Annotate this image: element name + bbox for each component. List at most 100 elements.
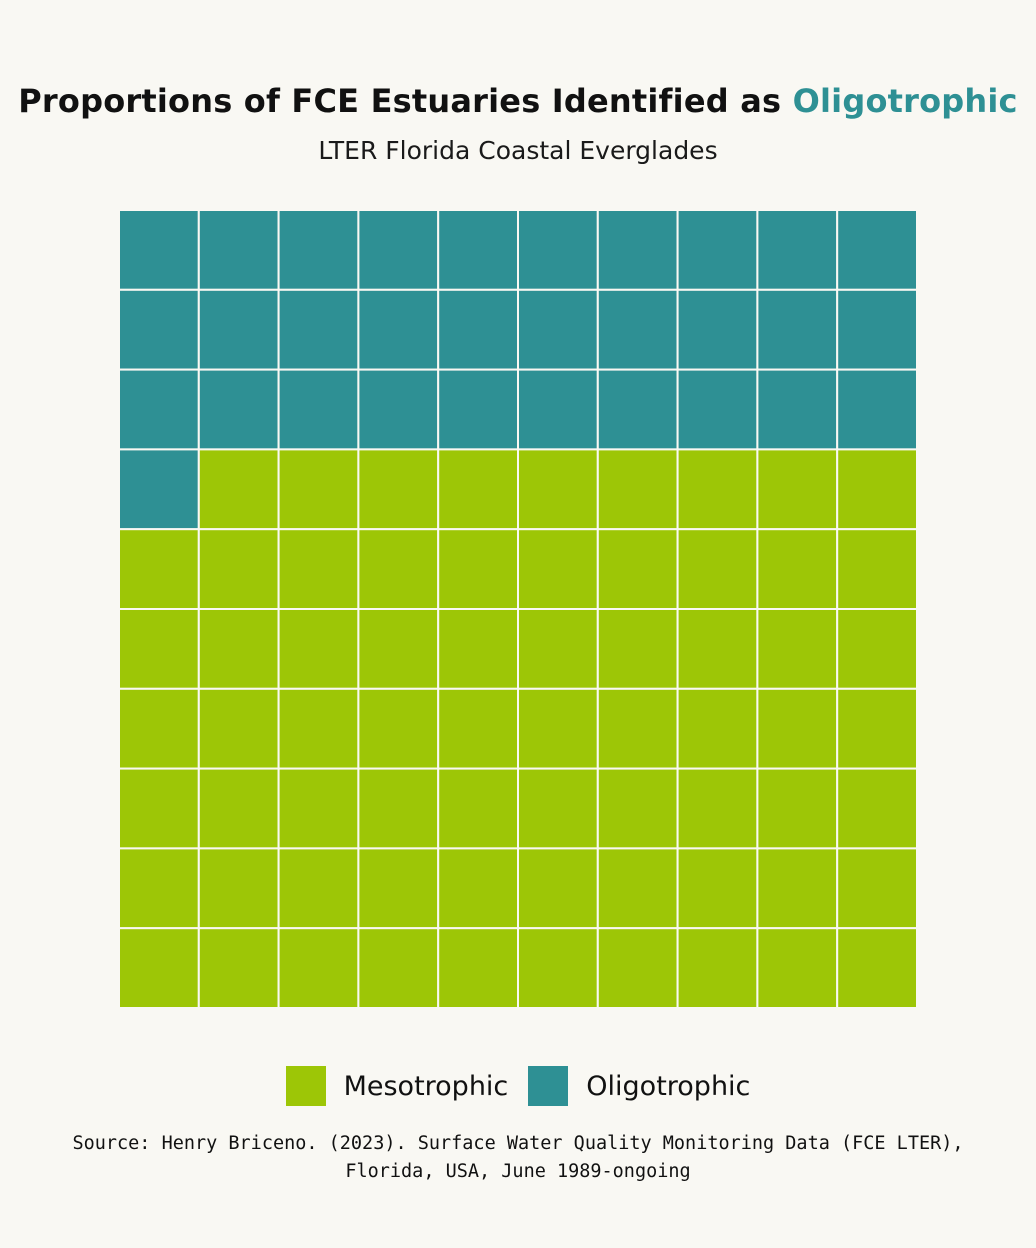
waffle-cell-mesotrophic <box>277 687 360 770</box>
waffle-cell-mesotrophic <box>517 528 599 611</box>
waffle-cell-oligotrophic <box>277 209 360 291</box>
legend-swatch-oligotrophic <box>528 1066 569 1106</box>
waffle-cell-mesotrophic <box>756 448 839 531</box>
waffle-cell-mesotrophic <box>517 847 599 930</box>
source-note: Source: Henry Briceno. (2023). Surface W… <box>0 1130 1036 1186</box>
waffle-cell-mesotrophic <box>118 927 200 1010</box>
waffle-cell-oligotrophic <box>437 288 520 371</box>
chart-title: Proportions of FCE Estuaries Identified … <box>0 82 1036 120</box>
waffle-cell-mesotrophic <box>277 528 360 611</box>
source-line-1: Source: Henry Briceno. (2023). Surface W… <box>72 1133 964 1154</box>
waffle-cell-mesotrophic <box>118 608 200 690</box>
waffle-cell-oligotrophic <box>437 209 520 291</box>
waffle-cell-oligotrophic <box>836 288 919 371</box>
waffle-cell-mesotrophic <box>596 847 679 930</box>
waffle-cell-mesotrophic <box>357 448 440 531</box>
waffle-cell-mesotrophic <box>197 528 280 611</box>
waffle-cell-mesotrophic <box>277 448 360 531</box>
waffle-cell-mesotrophic <box>357 767 440 850</box>
waffle-cell-mesotrophic <box>118 528 200 611</box>
waffle-cell-mesotrophic <box>437 528 520 611</box>
chart-title-prefix: Proportions of FCE Estuaries Identified … <box>18 82 793 120</box>
waffle-cell-oligotrophic <box>517 209 599 291</box>
waffle-cell-mesotrophic <box>357 687 440 770</box>
waffle-cell-mesotrophic <box>836 448 919 531</box>
chart-subtitle: LTER Florida Coastal Everglades <box>318 136 718 165</box>
waffle-cell-mesotrophic <box>756 608 839 690</box>
waffle-cell-mesotrophic <box>118 767 200 850</box>
waffle-cell-mesotrophic <box>118 687 200 770</box>
waffle-cell-oligotrophic <box>197 288 280 371</box>
waffle-cell-oligotrophic <box>357 288 440 371</box>
waffle-cell-mesotrophic <box>437 847 520 930</box>
legend: Mesotrophic Oligotrophic <box>0 1066 1036 1106</box>
waffle-cell-oligotrophic <box>197 368 280 451</box>
waffle-cell-mesotrophic <box>836 767 919 850</box>
waffle-cell-mesotrophic <box>437 608 520 690</box>
waffle-cell-mesotrophic <box>596 528 679 611</box>
waffle-cell-mesotrophic <box>357 608 440 690</box>
waffle-cell-oligotrophic <box>676 368 759 451</box>
waffle-cell-mesotrophic <box>357 847 440 930</box>
waffle-cell-mesotrophic <box>676 687 759 770</box>
waffle-cell-mesotrophic <box>437 448 520 531</box>
waffle-cell-mesotrophic <box>517 687 599 770</box>
waffle-cell-mesotrophic <box>836 687 919 770</box>
waffle-cell-oligotrophic <box>596 288 679 371</box>
waffle-cell-mesotrophic <box>277 608 360 690</box>
waffle-cell-mesotrophic <box>676 927 759 1010</box>
waffle-cell-oligotrophic <box>676 209 759 291</box>
legend-swatch-mesotrophic <box>285 1066 326 1106</box>
waffle-cell-oligotrophic <box>517 288 599 371</box>
waffle-cell-oligotrophic <box>756 209 839 291</box>
legend-label-oligotrophic: Oligotrophic <box>586 1070 751 1102</box>
waffle-cell-mesotrophic <box>836 847 919 930</box>
waffle-cell-oligotrophic <box>517 368 599 451</box>
waffle-cell-mesotrophic <box>517 448 599 531</box>
legend-item-mesotrophic: Mesotrophic <box>285 1066 509 1106</box>
waffle-cell-mesotrophic <box>676 528 759 611</box>
waffle-cell-mesotrophic <box>676 767 759 850</box>
waffle-cell-mesotrophic <box>357 528 440 611</box>
waffle-cell-mesotrophic <box>437 767 520 850</box>
waffle-cell-oligotrophic <box>197 209 280 291</box>
waffle-cell-mesotrophic <box>596 687 679 770</box>
waffle-cell-mesotrophic <box>197 448 280 531</box>
waffle-cell-oligotrophic <box>277 368 360 451</box>
waffle-cell-mesotrophic <box>836 608 919 690</box>
waffle-cell-oligotrophic <box>118 209 200 291</box>
waffle-cell-mesotrophic <box>437 927 520 1010</box>
waffle-cell-mesotrophic <box>596 608 679 690</box>
waffle-cell-oligotrophic <box>357 209 440 291</box>
waffle-cell-mesotrophic <box>197 927 280 1010</box>
waffle-cell-mesotrophic <box>437 687 520 770</box>
waffle-cell-oligotrophic <box>676 288 759 371</box>
waffle-cell-oligotrophic <box>437 368 520 451</box>
waffle-cell-mesotrophic <box>197 687 280 770</box>
waffle-cell-mesotrophic <box>517 608 599 690</box>
waffle-cell-oligotrophic <box>596 368 679 451</box>
waffle-cell-mesotrophic <box>756 847 839 930</box>
waffle-chart <box>118 209 919 1010</box>
source-line-2: Florida, USA, June 1989-ongoing <box>345 1161 691 1182</box>
waffle-cell-mesotrophic <box>756 687 839 770</box>
waffle-cell-oligotrophic <box>756 368 839 451</box>
waffle-cell-mesotrophic <box>517 927 599 1010</box>
waffle-cell-mesotrophic <box>756 927 839 1010</box>
waffle-cell-oligotrophic <box>118 368 200 451</box>
waffle-cell-mesotrophic <box>596 927 679 1010</box>
waffle-cell-mesotrophic <box>596 448 679 531</box>
waffle-cell-mesotrophic <box>836 528 919 611</box>
waffle-cell-oligotrophic <box>118 288 200 371</box>
waffle-cell-mesotrophic <box>756 767 839 850</box>
waffle-cell-oligotrophic <box>277 288 360 371</box>
waffle-cell-oligotrophic <box>118 448 200 531</box>
legend-item-oligotrophic: Oligotrophic <box>528 1066 750 1106</box>
waffle-cell-mesotrophic <box>197 847 280 930</box>
waffle-cell-mesotrophic <box>676 847 759 930</box>
waffle-cell-oligotrophic <box>357 368 440 451</box>
waffle-cell-mesotrophic <box>596 767 679 850</box>
waffle-cell-mesotrophic <box>277 847 360 930</box>
legend-label-mesotrophic: Mesotrophic <box>343 1070 509 1102</box>
waffle-cell-mesotrophic <box>517 767 599 850</box>
